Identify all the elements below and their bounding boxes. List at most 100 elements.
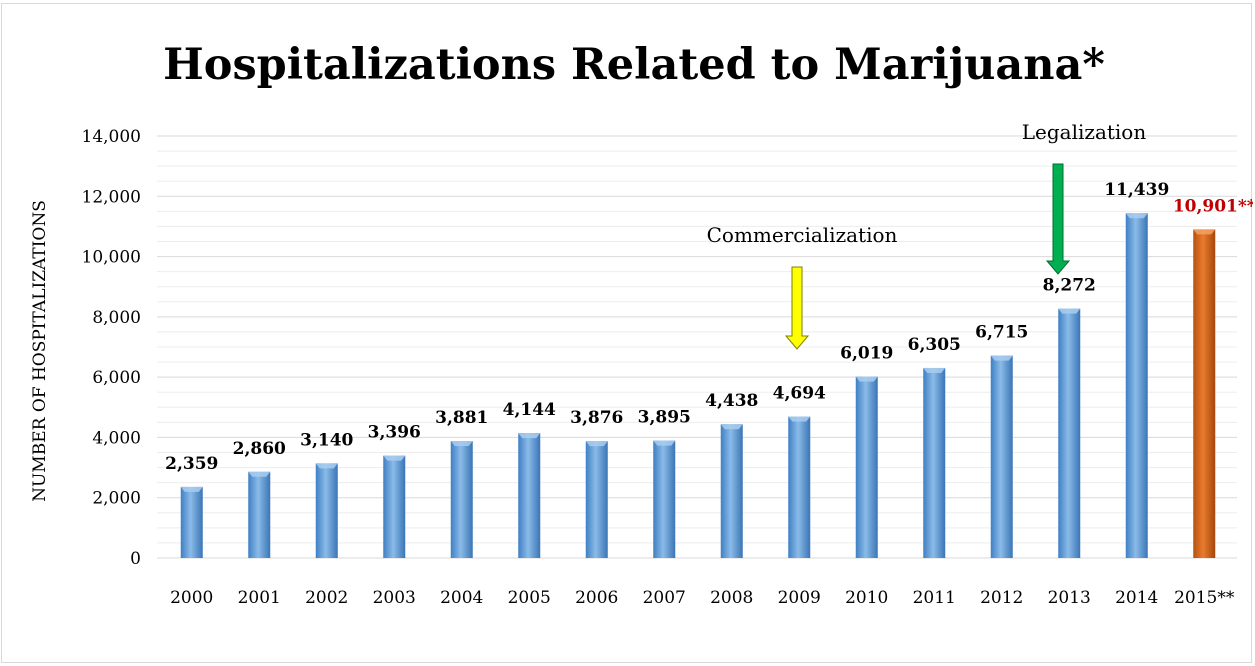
bar xyxy=(788,416,811,558)
y-tick-label: 0 xyxy=(130,549,141,569)
x-tick-label: 2005 xyxy=(508,588,551,608)
bar-cap xyxy=(788,416,811,422)
data-label: 8,272 xyxy=(1043,276,1096,296)
bar-body xyxy=(585,441,608,558)
data-label: 11,439 xyxy=(1104,180,1169,200)
y-tick-label: 10,000 xyxy=(82,248,141,268)
data-label: 3,396 xyxy=(368,423,421,443)
bar-cap xyxy=(1193,229,1216,235)
x-tick-label: 2013 xyxy=(1048,588,1091,608)
bar-body xyxy=(383,455,406,558)
bar-body xyxy=(518,433,541,558)
bar xyxy=(1125,213,1148,558)
data-label: 6,019 xyxy=(840,344,893,364)
bar-highlight xyxy=(1193,229,1216,558)
bar-cap xyxy=(990,355,1013,361)
bar xyxy=(990,355,1013,558)
bar-body xyxy=(180,486,203,558)
x-tick-label: 2002 xyxy=(305,588,348,608)
bar-cap xyxy=(855,376,878,382)
y-tick-label: 2,000 xyxy=(92,489,141,509)
x-tick-label: 2015** xyxy=(1174,588,1235,608)
annotation-text: Legalization xyxy=(1022,120,1147,144)
data-labels: 2,359 2,860 3,140 3,396 3,881 4,144 3,876 3,895… xyxy=(165,180,1253,474)
bars xyxy=(180,213,1216,558)
x-tick-label: 2011 xyxy=(913,588,956,608)
bar xyxy=(383,455,406,558)
data-label: 6,305 xyxy=(908,335,961,355)
data-label: 3,895 xyxy=(638,408,691,428)
bar-body xyxy=(788,416,811,558)
chart-frame: Hospitalizations Related to Marijuana* N… xyxy=(1,3,1253,663)
bar xyxy=(923,367,946,558)
x-tick-label: 2000 xyxy=(170,588,213,608)
bar-cap xyxy=(518,433,541,439)
bar-body xyxy=(1125,213,1148,558)
data-label: 4,144 xyxy=(503,400,556,420)
data-label: 3,140 xyxy=(300,430,353,450)
bar-cap xyxy=(653,440,676,446)
bar-body xyxy=(990,355,1013,558)
y-axis-ticks: 0 2,000 4,000 6,000 8,000 10,000 12,000 14,000 xyxy=(82,127,141,569)
bar-chart: Hospitalizations Related to Marijuana* N… xyxy=(30,40,1253,608)
x-tick-label: 2012 xyxy=(980,588,1023,608)
bar-cap xyxy=(315,463,338,469)
bar-body xyxy=(720,424,743,558)
chart-title: Hospitalizations Related to Marijuana* xyxy=(163,40,1105,90)
bar-cap xyxy=(923,367,946,373)
data-label: 3,876 xyxy=(570,408,623,428)
x-tick-label: 2007 xyxy=(643,588,686,608)
bar-cap xyxy=(383,455,406,461)
bar xyxy=(315,463,338,558)
x-axis-ticks: 2000 2001 2002 2003 2004 2005 2006 2007 2008 2009… xyxy=(170,588,1235,608)
y-tick-label: 8,000 xyxy=(92,308,141,328)
x-tick-label: 2014 xyxy=(1115,588,1158,608)
x-tick-label: 2006 xyxy=(575,588,618,608)
bar-body xyxy=(248,471,271,558)
bar xyxy=(518,433,541,558)
y-tick-label: 12,000 xyxy=(82,187,141,207)
bar-cap xyxy=(1125,213,1148,219)
x-tick-label: 2003 xyxy=(373,588,416,608)
bar-cap xyxy=(180,486,203,492)
x-tick-label: 2008 xyxy=(710,588,753,608)
data-label: 4,438 xyxy=(705,391,758,411)
y-tick-label: 6,000 xyxy=(92,368,141,388)
bar-cap xyxy=(248,471,271,477)
y-tick-label: 14,000 xyxy=(82,127,141,147)
bar-cap xyxy=(1058,308,1081,314)
y-axis-label: NUMBER OF HOSPITALIZATIONS xyxy=(30,200,50,502)
annotations: Commercialization Legalization xyxy=(707,120,1147,350)
bar xyxy=(450,441,473,558)
bar-cap xyxy=(585,441,608,447)
bar xyxy=(180,486,203,558)
x-tick-label: 2009 xyxy=(778,588,821,608)
x-tick-label: 2001 xyxy=(238,588,281,608)
bar xyxy=(585,441,608,558)
bar-cap xyxy=(720,424,743,430)
bar xyxy=(248,471,271,558)
bar-body xyxy=(653,440,676,558)
bar-body xyxy=(923,367,946,558)
x-tick-label: 2004 xyxy=(440,588,483,608)
bar-cap xyxy=(450,441,473,447)
bar-body xyxy=(1058,308,1081,558)
bar xyxy=(720,424,743,558)
data-label: 2,359 xyxy=(165,454,218,474)
bar-body xyxy=(315,463,338,558)
bar xyxy=(1058,308,1081,558)
annotation-text: Commercialization xyxy=(707,223,898,247)
y-tick-label: 4,000 xyxy=(92,428,141,448)
x-tick-label: 2010 xyxy=(845,588,888,608)
annotation-arrow-icon xyxy=(1045,163,1071,275)
data-label: 3,881 xyxy=(435,408,488,428)
bar-body xyxy=(1193,229,1216,558)
data-label: 6,715 xyxy=(975,323,1028,343)
bar-body xyxy=(450,441,473,558)
data-label: 10,901** xyxy=(1173,196,1253,216)
bar xyxy=(653,440,676,558)
annotation-arrow-icon xyxy=(784,266,810,350)
data-label: 4,694 xyxy=(773,384,826,404)
data-label: 2,860 xyxy=(233,439,286,459)
bar-body xyxy=(855,376,878,558)
